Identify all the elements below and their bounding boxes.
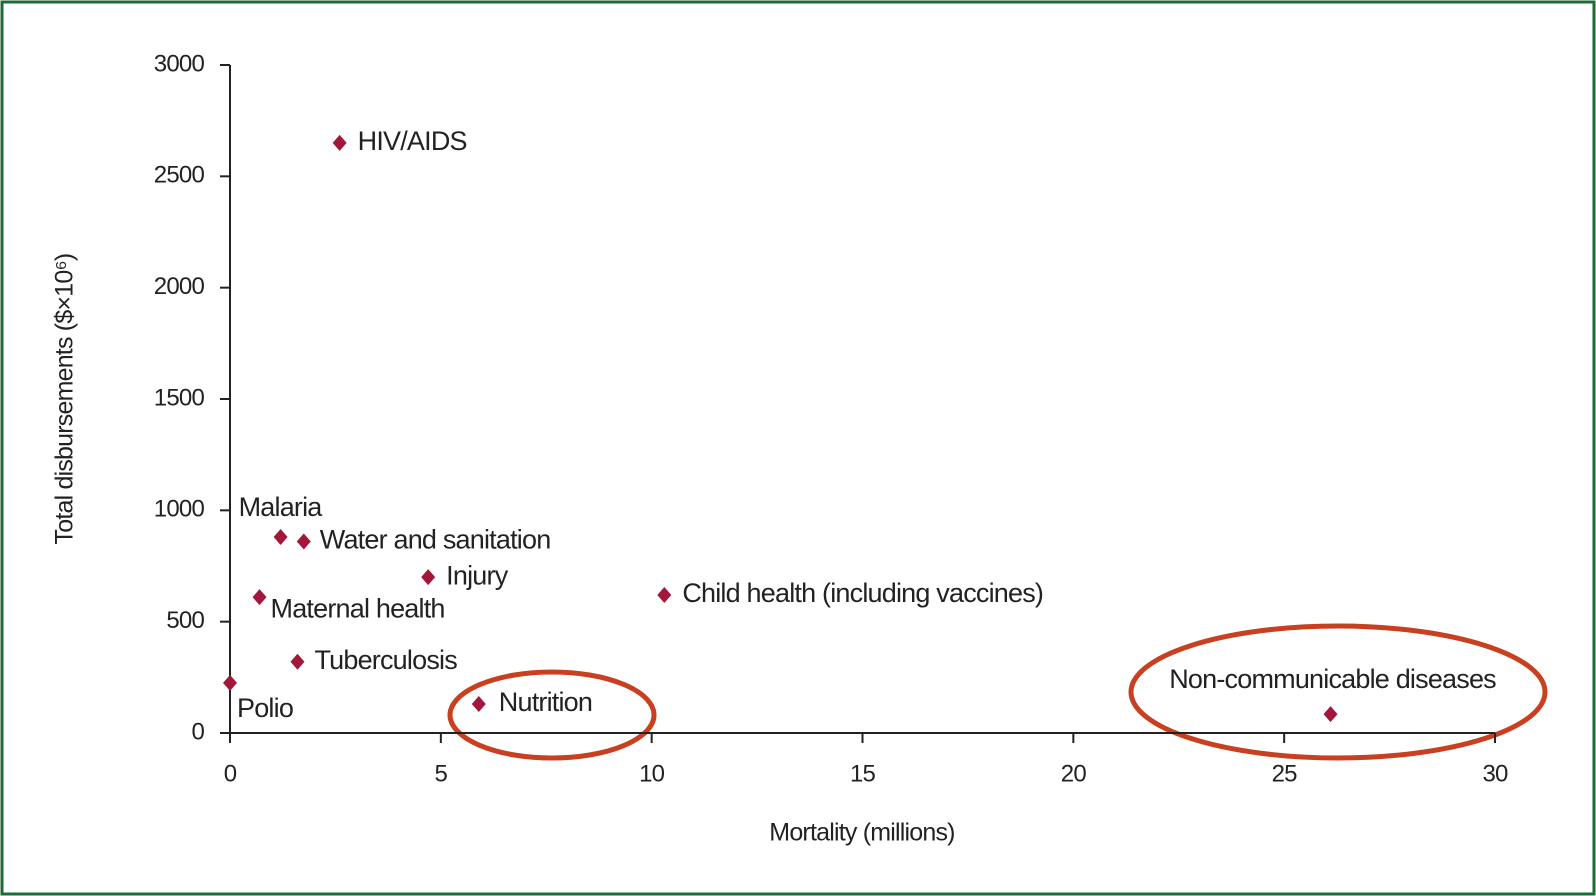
highlight-ellipse (447, 669, 657, 761)
point (273, 529, 288, 546)
x-tick-label: 5 (435, 760, 448, 787)
point (252, 589, 267, 606)
y-tick-label: 2500 (154, 162, 205, 189)
point (296, 533, 311, 550)
x-tick-label: 30 (1482, 760, 1508, 787)
point (657, 586, 672, 603)
point (223, 674, 237, 691)
point (290, 653, 305, 670)
x-tick-label: 20 (1061, 760, 1087, 787)
point-label: Polio (237, 693, 293, 723)
point-label: Malaria (239, 492, 324, 522)
point-label: Nutrition (499, 687, 592, 717)
point (471, 696, 486, 713)
highlight-ellipse (1128, 623, 1548, 761)
x-tick-label: 10 (639, 760, 665, 787)
point-label: HIV/AIDS (358, 126, 467, 156)
point (421, 569, 436, 586)
point-label: Water and sanitation (320, 525, 551, 555)
point-label: Injury (446, 560, 509, 590)
x-tick-label: 15 (850, 760, 876, 787)
x-tick-label: 25 (1272, 760, 1298, 787)
x-tick-label: 0 (224, 760, 237, 787)
point (332, 134, 347, 151)
point-label: Child health (including vaccines) (682, 578, 1043, 608)
y-tick-label: 3000 (154, 50, 205, 77)
y-tick-label: 500 (166, 607, 204, 634)
point (1323, 706, 1338, 723)
y-tick-label: 0 (191, 718, 204, 745)
y-tick-label: 2000 (154, 273, 205, 300)
x-axis-label: Mortality (millions) (769, 819, 954, 847)
point-label: Tuberculosis (314, 645, 457, 675)
y-axis-label: Total disbursements ($×10⁶) (51, 254, 79, 545)
point-label: Non-communicable diseases (1169, 664, 1496, 694)
y-tick-label: 1000 (154, 496, 205, 523)
y-tick-label: 1500 (154, 384, 205, 411)
point-label: Maternal health (271, 593, 445, 623)
